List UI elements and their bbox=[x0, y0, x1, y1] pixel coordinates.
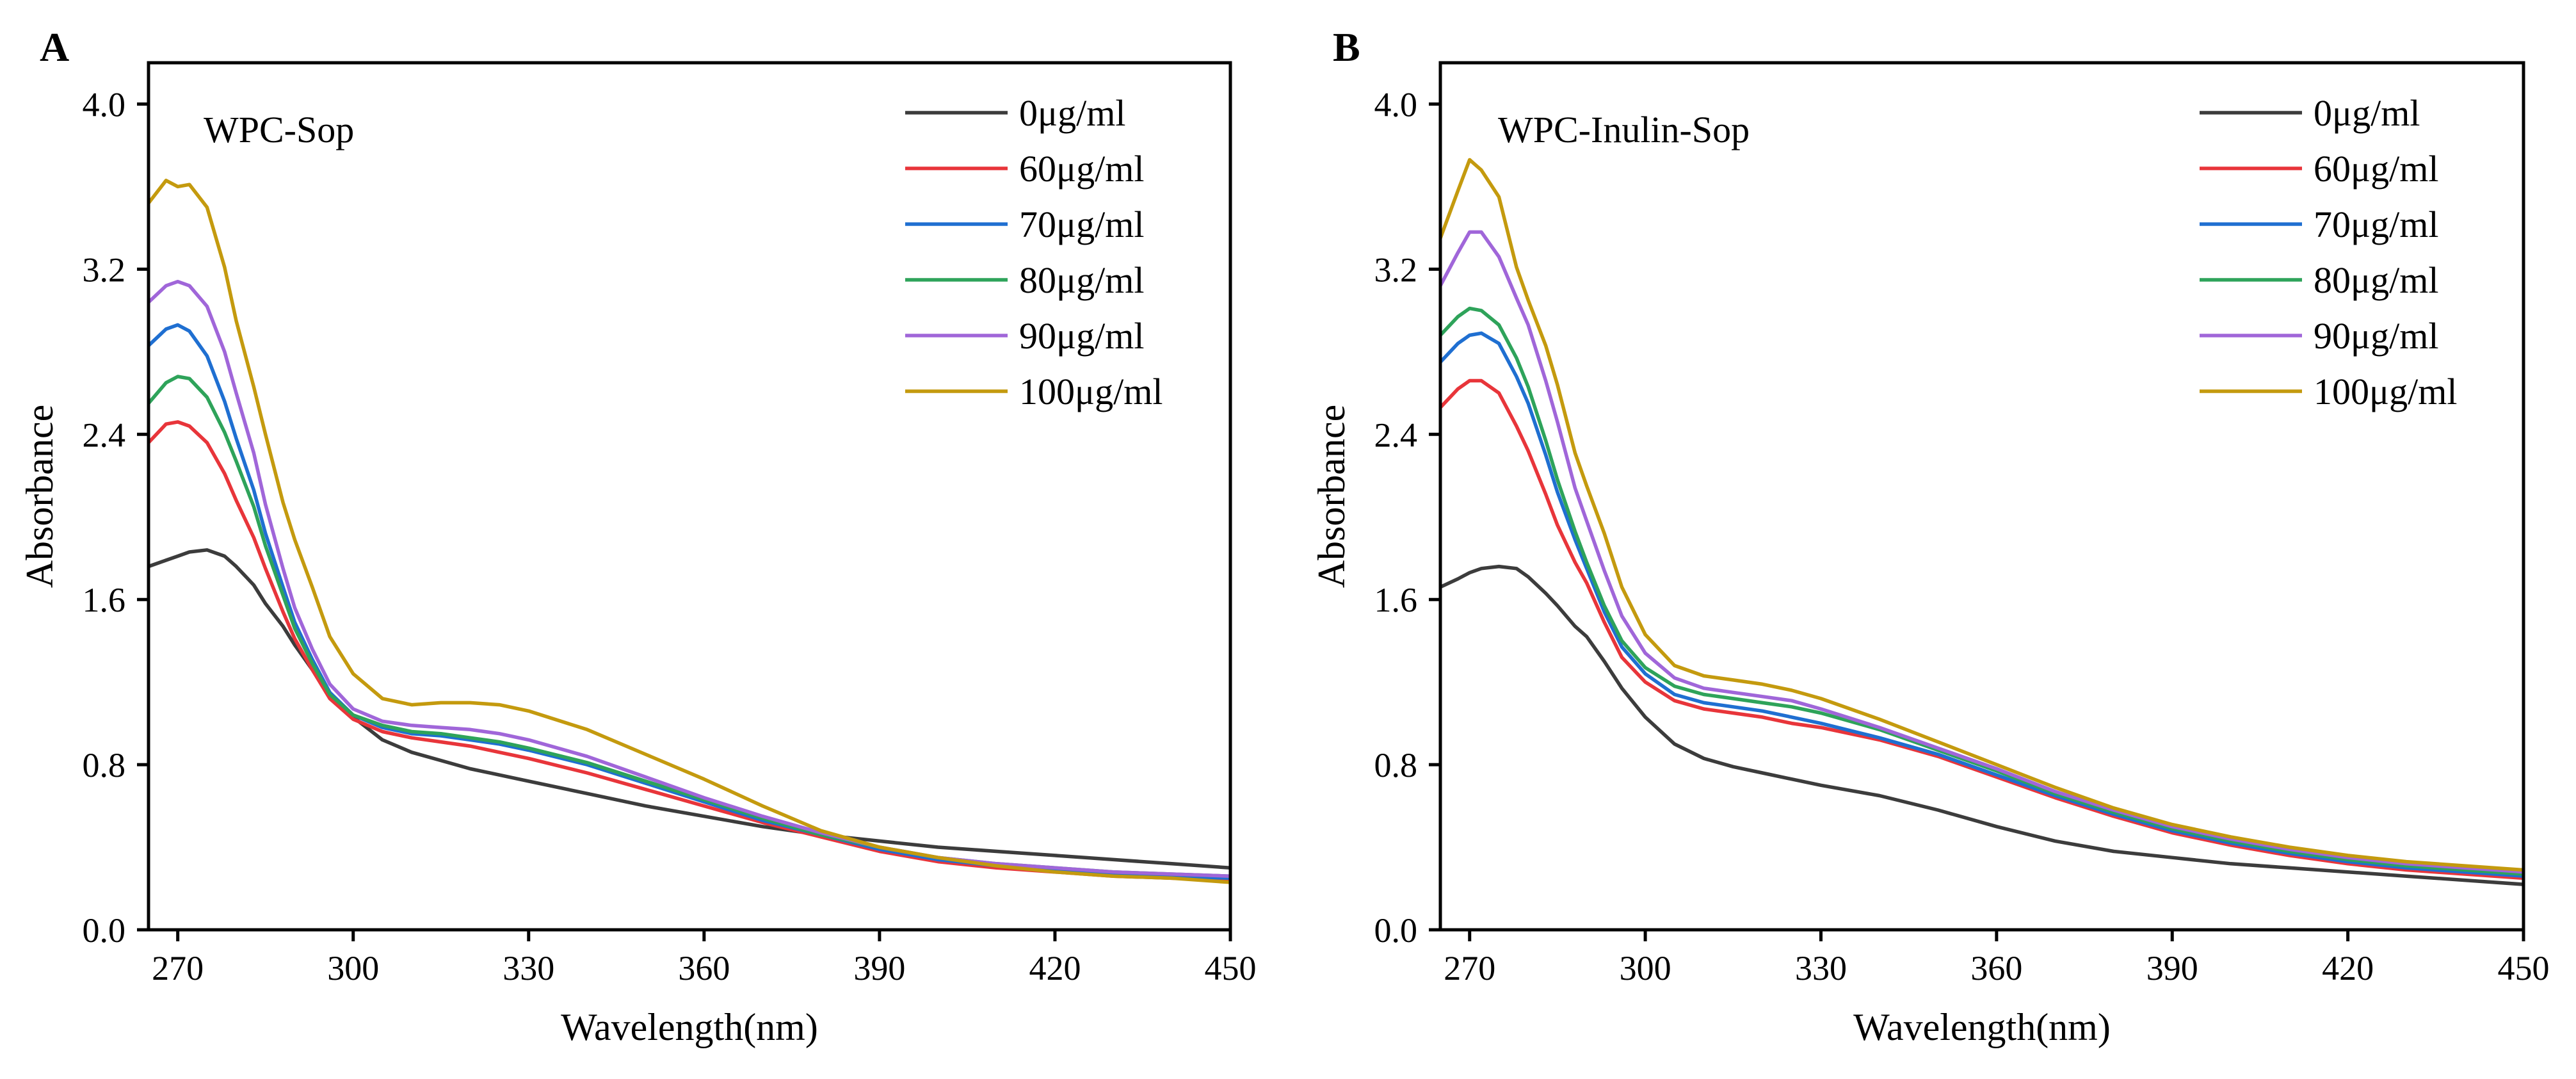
series-line-1 bbox=[1440, 378, 2524, 880]
legend-label: 60μg/ml bbox=[2314, 148, 2438, 190]
y-tick-label: 4.0 bbox=[1374, 85, 1418, 124]
x-tick-label: 390 bbox=[2146, 949, 2198, 987]
legend-label: 80μg/ml bbox=[1019, 259, 1144, 301]
chart-title: WPC-Sop bbox=[204, 109, 354, 150]
series-line-5 bbox=[1440, 158, 2524, 872]
y-tick-label: 0.8 bbox=[1374, 746, 1418, 784]
y-tick-label: 1.6 bbox=[83, 581, 126, 619]
legend-label: 100μg/ml bbox=[1019, 371, 1163, 412]
legend-label: 0μg/ml bbox=[1019, 92, 1125, 134]
y-tick-label: 2.4 bbox=[83, 416, 126, 454]
x-tick-label: 300 bbox=[1620, 949, 1671, 987]
x-tick-label: 330 bbox=[1795, 949, 1847, 987]
x-tick-label: 360 bbox=[678, 949, 730, 987]
series-group bbox=[149, 179, 1230, 884]
series-group bbox=[1440, 158, 2524, 886]
x-tick-label: 360 bbox=[1970, 949, 2022, 987]
y-tick-label: 3.2 bbox=[1374, 250, 1418, 289]
legend-label: 60μg/ml bbox=[1019, 148, 1144, 190]
series-line-1 bbox=[149, 420, 1230, 882]
chart-panel-b: 270 300 330 360 390 420 450 0.0 0.8 1.6 2.4 3.2 4.0 W… bbox=[1310, 24, 2550, 1048]
series-line-0 bbox=[1440, 564, 2524, 886]
series-line-0 bbox=[149, 548, 1230, 870]
x-tick-label: 390 bbox=[853, 949, 905, 987]
plot-frame bbox=[1438, 61, 2525, 932]
y-tick-label: 0.8 bbox=[83, 746, 126, 784]
y-tick-label: 4.0 bbox=[83, 85, 126, 124]
chart-title: WPC-Inulin-Sop bbox=[1498, 109, 1750, 150]
legend-label: 70μg/ml bbox=[2314, 204, 2438, 245]
panel-letter: A bbox=[40, 24, 69, 70]
legend-label: 80μg/ml bbox=[2314, 259, 2438, 301]
x-tick-label: 420 bbox=[2322, 949, 2374, 987]
x-tick-label: 450 bbox=[2498, 949, 2550, 987]
series-line-4 bbox=[1440, 230, 2524, 874]
x-tick-label: 270 bbox=[152, 949, 204, 987]
legend-label: 70μg/ml bbox=[1019, 204, 1144, 245]
x-tick-label: 450 bbox=[1205, 949, 1257, 987]
y-tick-label: 0.0 bbox=[83, 911, 126, 950]
y-tick-label: 1.6 bbox=[1374, 581, 1418, 619]
legend-label: 90μg/ml bbox=[1019, 315, 1144, 357]
series-line-2 bbox=[149, 323, 1230, 880]
plot-frame bbox=[147, 61, 1232, 932]
x-tick-label: 300 bbox=[327, 949, 379, 987]
y-tick-label: 0.0 bbox=[1374, 911, 1418, 950]
y-tick-label: 2.4 bbox=[1374, 416, 1418, 454]
x-tick-label: 420 bbox=[1029, 949, 1081, 987]
y-axis-title: Absorbance bbox=[19, 405, 61, 588]
y-axis-title: Absorbance bbox=[1310, 405, 1353, 588]
x-tick-label: 330 bbox=[503, 949, 554, 987]
chart-panel-a: 270 300 330 360 390 420 450 0.0 0.8 1.6 2.4 3.2 4.0 W… bbox=[19, 24, 1257, 1048]
legend-label: 0μg/ml bbox=[2314, 92, 2420, 134]
panel-letter: B bbox=[1333, 24, 1360, 70]
x-tick-label: 270 bbox=[1444, 949, 1495, 987]
legend: 0μg/ml 60μg/ml 70μg/ml 80μg/ml 90μg/ml 100μg/… bbox=[905, 92, 1163, 412]
series-line-2 bbox=[1440, 331, 2524, 878]
series-line-5 bbox=[149, 179, 1230, 884]
x-axis-title: Wavelength(nm) bbox=[1853, 1006, 2111, 1048]
legend: 0μg/ml 60μg/ml 70μg/ml 80μg/ml 90μg/ml 100μg/… bbox=[2200, 92, 2457, 412]
y-tick-label: 3.2 bbox=[83, 250, 126, 289]
x-axis-title: Wavelength(nm) bbox=[561, 1006, 818, 1048]
series-line-3 bbox=[1440, 306, 2524, 876]
legend-label: 100μg/ml bbox=[2314, 371, 2457, 412]
legend-label: 90μg/ml bbox=[2314, 315, 2438, 357]
